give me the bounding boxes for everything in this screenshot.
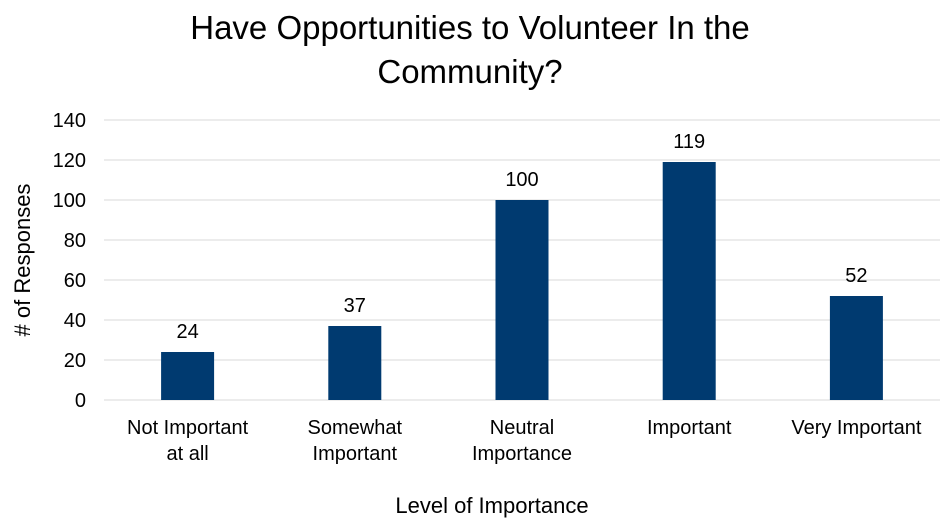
y-tick-labels: 0 20 40 60 80 100 120 140 (53, 110, 86, 412)
x-tick-label: at all (166, 443, 208, 465)
chart-title-line-2: Community? (377, 53, 563, 90)
x-tick-label: Importance (472, 443, 572, 465)
x-tick-label: Important (313, 443, 398, 465)
x-tick-label: Important (647, 417, 732, 439)
chart-title-line-1: Have Opportunities to Volunteer In the (190, 9, 750, 46)
bar (829, 296, 883, 400)
x-tick-label: Somewhat (308, 417, 403, 439)
data-label: 24 (176, 321, 198, 343)
data-label: 100 (505, 169, 538, 191)
bar (495, 200, 549, 400)
y-tick-label: 120 (53, 150, 86, 172)
y-tick-label: 40 (64, 310, 86, 332)
y-axis-title: # of Responses (10, 184, 35, 337)
y-tick-label: 20 (64, 350, 86, 372)
x-axis-title: Level of Importance (395, 493, 588, 518)
x-tick-label: Not Important (127, 417, 249, 439)
x-tick-label: Very Important (791, 417, 922, 439)
bar (161, 352, 215, 400)
data-label: 52 (845, 265, 867, 287)
y-tick-label: 100 (53, 190, 86, 212)
data-label: 37 (344, 295, 366, 317)
x-tick-label: Neutral (490, 417, 554, 439)
bars (161, 162, 883, 400)
bar (662, 162, 716, 400)
y-tick-label: 140 (53, 110, 86, 132)
data-label: 119 (673, 131, 705, 153)
data-labels: 24 37 100 119 52 (176, 131, 867, 343)
y-tick-label: 80 (64, 230, 86, 252)
y-tick-label: 0 (75, 390, 86, 412)
y-tick-label: 60 (64, 270, 86, 292)
x-tick-labels: Not Important at all Somewhat Important Neut… (127, 417, 922, 465)
bar (328, 326, 382, 400)
chart-title: Have Opportunities to Volunteer In the C… (0, 6, 940, 94)
